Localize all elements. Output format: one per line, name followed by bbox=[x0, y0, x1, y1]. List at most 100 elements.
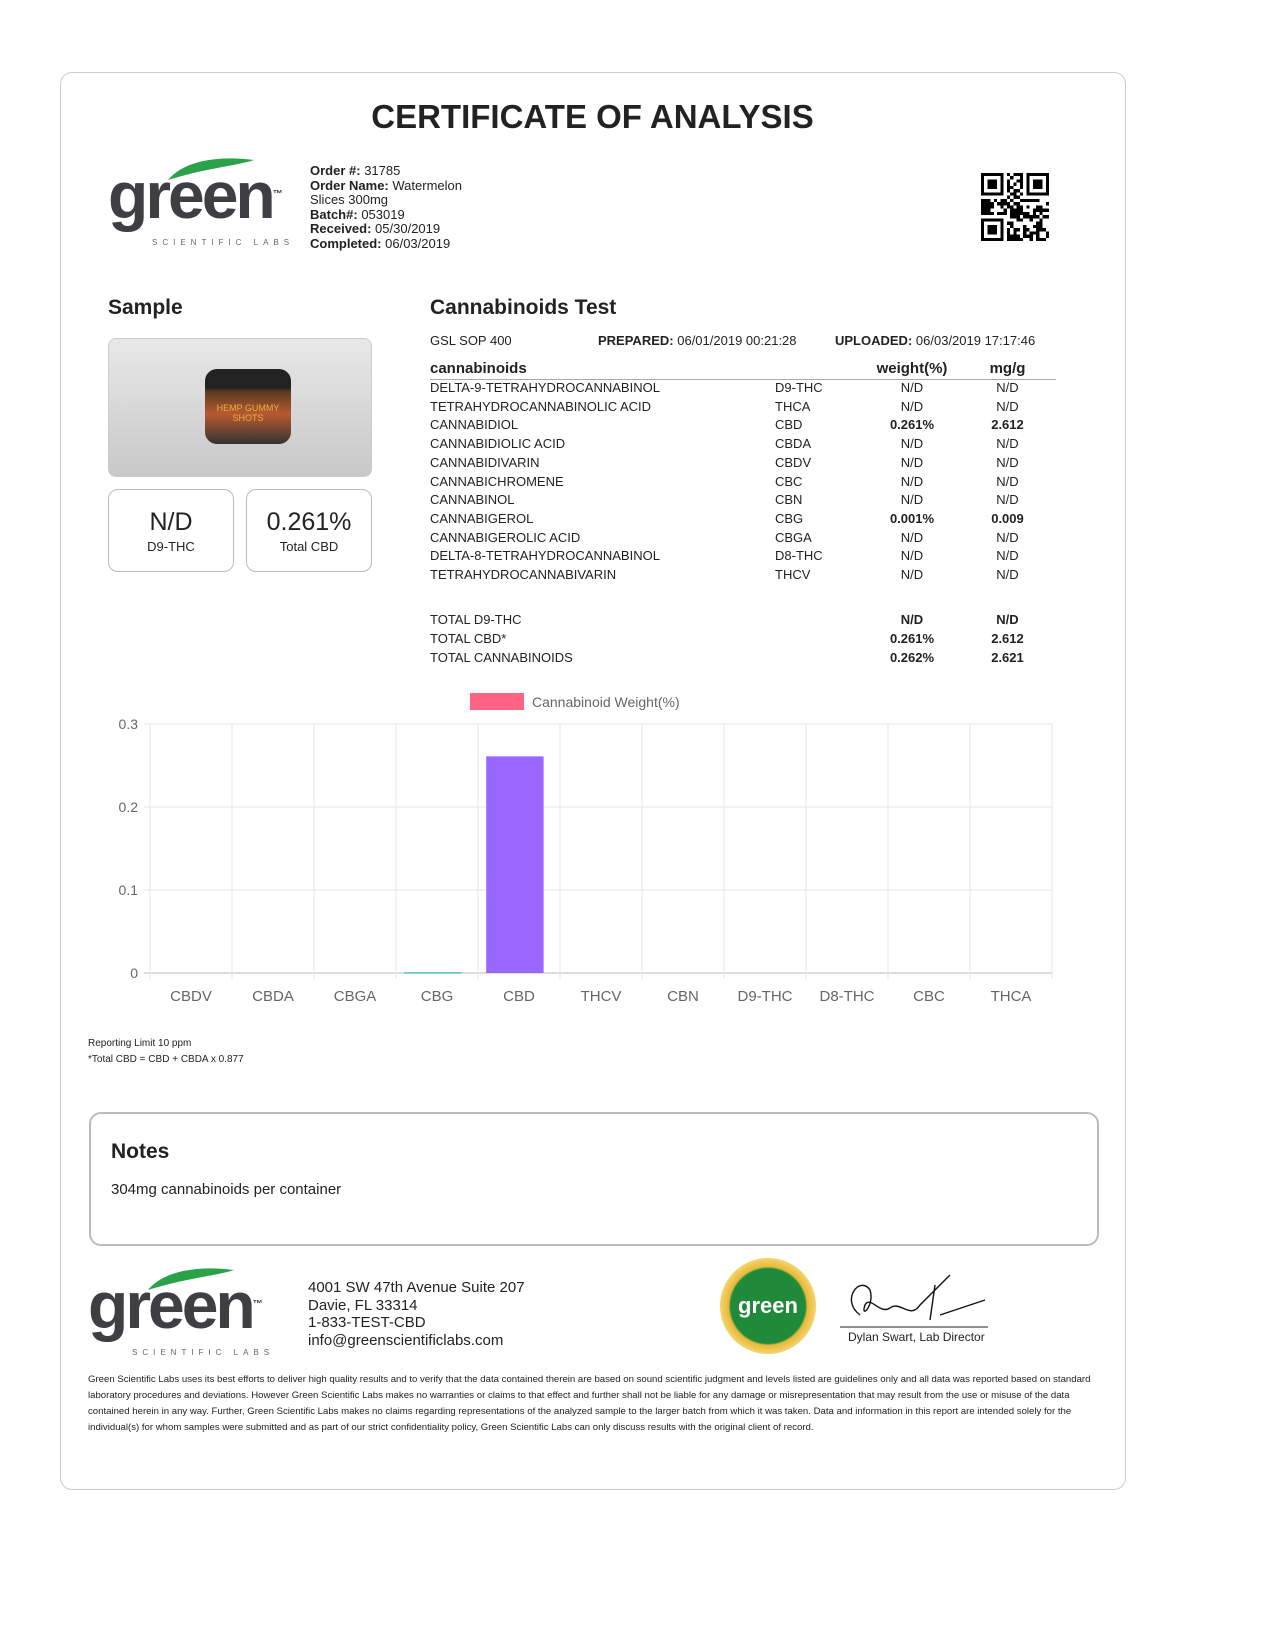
received-label: Received: bbox=[310, 221, 372, 237]
total-row: TOTAL CBD* 0.261% 2.612 bbox=[430, 631, 1056, 649]
seal-logo-text: green bbox=[738, 1293, 798, 1318]
total-cbd-formula: *Total CBD = CBD + CBDA x 0.877 bbox=[88, 1054, 244, 1065]
phone: 1-833-TEST-CBD bbox=[308, 1314, 426, 1331]
prepared-label: PREPARED: bbox=[598, 333, 674, 348]
weight-value: 0.001% bbox=[889, 510, 935, 526]
mgg-value: 2.612 bbox=[991, 417, 1024, 433]
cannabinoid-abbr: THCV bbox=[775, 567, 811, 582]
total-label: TOTAL CANNABINOIDS bbox=[430, 650, 573, 665]
qr-code-icon bbox=[981, 173, 1049, 241]
weight-value: N/D bbox=[900, 548, 924, 564]
thc-summary: N/D D9-THC bbox=[108, 489, 234, 572]
prepared-date: 06/01/2019 00:21:28 bbox=[677, 333, 797, 348]
email: info@greenscientificlabs.com bbox=[308, 1331, 504, 1349]
mgg-value: N/D bbox=[996, 567, 1019, 582]
logo-tm: ™ bbox=[252, 1299, 263, 1310]
order-info: Order #: 31785 Order Name: Watermelon Sl… bbox=[310, 163, 462, 252]
header-cannabinoids: cannabinoids bbox=[430, 360, 527, 377]
table-row: CANNABIGEROL CBG 0.001% 0.009 bbox=[430, 511, 1056, 529]
weight-value: N/D bbox=[900, 567, 924, 582]
weight-value: N/D bbox=[900, 529, 924, 545]
header-weight: weight(%) bbox=[876, 360, 948, 377]
uploaded-label: UPLOADED: bbox=[835, 333, 913, 348]
x-tick-label: D8-THC bbox=[820, 988, 875, 1005]
total-label: TOTAL CBD* bbox=[430, 631, 507, 646]
table-row: DELTA-8-TETRAHYDROCANNABINOL D8-THC N/D … bbox=[430, 548, 1056, 566]
x-tick-label: CBDV bbox=[170, 988, 212, 1005]
table-row: CANNABIDIVARIN CBDV N/D N/D bbox=[430, 455, 1056, 473]
cannabinoid-abbr: D9-THC bbox=[775, 380, 823, 395]
table-row: TETRAHYDROCANNABINOLIC ACID THCA N/D N/D bbox=[430, 399, 1056, 417]
table-row: CANNABIDIOLIC ACID CBDA N/D N/D bbox=[430, 436, 1056, 454]
y-tick-label: 0.2 bbox=[119, 799, 139, 815]
cannabinoid-abbr: CBGA bbox=[775, 529, 812, 545]
thc-label: D9-THC bbox=[147, 539, 195, 554]
weight-value: N/D bbox=[900, 380, 924, 395]
sample-image: HEMP GUMMY SHOTS bbox=[108, 338, 372, 477]
disclaimer: Green Scientific Labs uses its best effo… bbox=[88, 1374, 1091, 1433]
weight-value: N/D bbox=[900, 398, 924, 414]
cannabinoid-chart: Cannabinoid Weight(%) 0 0.1 0.2 0.3 CBDV CBDA C… bbox=[119, 693, 1053, 1005]
table-row: CANNABINOL CBN N/D N/D bbox=[430, 492, 1056, 510]
weight-value: N/D bbox=[900, 492, 924, 508]
x-tick-label: CBG bbox=[421, 988, 454, 1005]
address-line1: 4001 SW 47th Avenue Suite 207 bbox=[308, 1279, 525, 1296]
cbd-value: 0.261% bbox=[266, 508, 352, 536]
batch-label: Batch#: bbox=[310, 206, 358, 222]
x-tick-label: CBDA bbox=[252, 988, 294, 1005]
legend-label: Cannabinoid Weight(%) bbox=[532, 694, 680, 710]
reporting-limit: Reporting Limit 10 ppm bbox=[88, 1038, 192, 1049]
total-row: TOTAL D9-THC N/D N/D bbox=[430, 612, 1056, 630]
cannabinoid-name: CANNABIDIOLIC ACID bbox=[430, 436, 566, 452]
cannabinoid-name: CANNABICHROMENE bbox=[430, 473, 564, 489]
order-number: 31785 bbox=[364, 163, 401, 178]
product-jar: HEMP GUMMY SHOTS bbox=[205, 369, 291, 444]
total-label: TOTAL D9-THC bbox=[430, 612, 522, 627]
signature bbox=[840, 1274, 988, 1328]
cannabinoid-abbr: CBDA bbox=[775, 436, 812, 452]
table-row: CANNABIGEROLIC ACID CBGA N/D N/D bbox=[430, 530, 1056, 548]
y-tick-label: 0.1 bbox=[119, 882, 139, 898]
received-date: 05/30/2019 bbox=[375, 221, 441, 237]
prepared: PREPARED: 06/01/2019 00:21:28 bbox=[598, 333, 797, 348]
cannabinoid-abbr: THCA bbox=[775, 398, 811, 414]
header-mgg: mg/g bbox=[989, 360, 1026, 377]
sop: GSL SOP 400 bbox=[430, 333, 512, 348]
total-mgg: N/D bbox=[996, 612, 1019, 627]
cannabinoid-name: CANNABIDIVARIN bbox=[430, 454, 540, 470]
y-tick-label: 0.3 bbox=[119, 716, 139, 732]
mgg-value: N/D bbox=[996, 398, 1019, 414]
cannabinoid-name: CANNABINOL bbox=[430, 492, 515, 508]
bar-cbd bbox=[486, 756, 544, 973]
cannabinoid-abbr: CBC bbox=[775, 473, 803, 489]
logo-sub: SCIENTIFIC LABS bbox=[152, 238, 295, 247]
x-tick-label: CBC bbox=[913, 988, 945, 1005]
cannabinoid-name: TETRAHYDROCANNABIVARIN bbox=[430, 567, 617, 582]
table-row: DELTA-9-TETRAHYDROCANNABINOL D9-THC N/D … bbox=[430, 380, 1056, 398]
total-weight: 0.261% bbox=[889, 631, 935, 646]
mgg-value: N/D bbox=[996, 492, 1019, 508]
cannabinoids-table: cannabinoids weight(%) mg/g DELTA-9-TETR… bbox=[430, 358, 1056, 688]
address: 4001 SW 47th Avenue Suite 207 Davie, FL … bbox=[308, 1279, 525, 1349]
cannabinoid-name: DELTA-8-TETRAHYDROCANNABINOL bbox=[430, 548, 660, 564]
cbd-label: Total CBD bbox=[279, 539, 339, 554]
signer: Dylan Swart, Lab Director bbox=[848, 1330, 985, 1344]
x-tick-label: THCV bbox=[581, 988, 622, 1005]
weight-value: N/D bbox=[900, 473, 924, 489]
completed-label: Completed: bbox=[310, 235, 382, 251]
notes-text: 304mg cannabinoids per container bbox=[111, 1181, 342, 1198]
cannabinoid-abbr: CBD bbox=[775, 417, 803, 433]
mgg-value: N/D bbox=[996, 473, 1019, 489]
uploaded-date: 06/03/2019 17:17:46 bbox=[915, 333, 1036, 348]
mgg-value: N/D bbox=[996, 548, 1019, 564]
mgg-value: N/D bbox=[996, 380, 1019, 395]
cannabinoid-abbr: CBN bbox=[775, 492, 803, 508]
weight-value: 0.261% bbox=[889, 417, 935, 433]
notes-heading: Notes bbox=[111, 1140, 170, 1163]
leaf-icon bbox=[168, 158, 254, 180]
total-weight: N/D bbox=[900, 612, 924, 627]
footer-logo: green™ SCIENTIFIC LABS bbox=[88, 1268, 269, 1357]
order-name: Watermelon bbox=[392, 177, 462, 193]
mgg-value: N/D bbox=[996, 436, 1019, 452]
weight-value: N/D bbox=[900, 454, 924, 470]
